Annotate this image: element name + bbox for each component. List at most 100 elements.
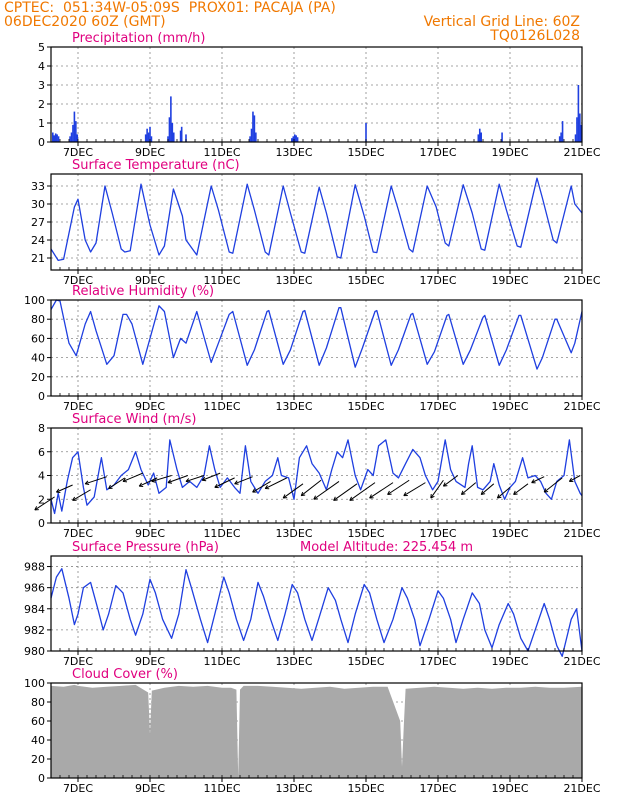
pres-panel: 980 982 984 986 988 7DEC 9DEC 11DEC 13DEC 15DEC 17…: [24, 540, 601, 668]
cloud-xtick-label: 19DEC: [491, 782, 528, 795]
precip-xtick-label: 15DEC: [347, 146, 384, 159]
cloud-xtick-label: 15DEC: [347, 782, 384, 795]
cloud-xtick-label: 11DEC: [203, 782, 240, 795]
precip-xtick-label: 7DEC: [63, 146, 93, 159]
temp-ytick-label: 33: [31, 180, 45, 193]
precip-bar: [574, 134, 577, 142]
precip-bar: [296, 137, 299, 142]
precip-title: Precipitation (mm/h): [72, 31, 205, 46]
wind-vector: [201, 472, 221, 482]
precip-bar: [73, 111, 76, 142]
precip-bar: [76, 134, 79, 142]
wind-vector: [442, 475, 459, 487]
precip-bar: [560, 132, 562, 142]
wind-xtick-label: 21DEC: [563, 527, 600, 540]
wind-line: [50, 439, 583, 515]
precip-bar: [577, 85, 580, 142]
precip-bar: [576, 117, 578, 142]
precip-bar: [255, 132, 257, 142]
precip-ytick-label: 2: [38, 98, 45, 111]
precip-bar: [150, 136, 153, 142]
rh-ytick-label: 80: [31, 313, 45, 326]
precip-bar: [501, 132, 503, 142]
wind-vector: [122, 472, 143, 483]
precip-bar: [149, 126, 151, 142]
pres-subtitle: Model Altitude: 225.454 m: [300, 540, 473, 555]
precip-bar: [580, 124, 583, 142]
wind-vector: [403, 482, 426, 497]
pres-ytick-label: 980: [24, 645, 45, 658]
precip-bar: [146, 128, 148, 142]
wind-vector: [496, 486, 511, 499]
pres-frame: [50, 555, 583, 652]
cloud-xtick-label: 21DEC: [563, 782, 600, 795]
precip-ytick-label: 3: [38, 79, 45, 92]
pres-ytick-label: 982: [24, 624, 45, 637]
header-grid-line: Vertical Grid Line: 60Z: [423, 14, 580, 30]
pres-title: Surface Pressure (hPa): [72, 540, 219, 555]
temp-xtick-label: 15DEC: [347, 274, 384, 287]
pres-ytick-label: 988: [24, 561, 45, 574]
wind-vector: [185, 475, 205, 483]
wind-vector: [234, 476, 253, 485]
temp-xtick-label: 9DEC: [135, 274, 165, 287]
precip-bar: [172, 132, 175, 142]
rh-line: [50, 299, 583, 370]
temp-ytick-label: 27: [31, 216, 45, 229]
precip-ytick-label: 5: [38, 41, 45, 54]
precip-bar: [147, 132, 150, 142]
wind-vector: [282, 483, 304, 499]
precip-xtick-label: 11DEC: [203, 146, 240, 159]
wind-vector: [387, 479, 410, 495]
wind-ytick-label: 0: [38, 517, 45, 530]
cloud-frame: [50, 682, 583, 779]
temp-xtick-label: 11DEC: [203, 274, 240, 287]
precip-bar: [70, 132, 73, 142]
pres-xtick-label: 21DEC: [563, 655, 600, 668]
rh-panel: 0 20 40 60 80 100 7DEC 9DEC 11DEC 13DEC 15DEC 17DEC…: [24, 284, 601, 413]
precip-bar: [56, 134, 58, 142]
precip-bar: [168, 117, 171, 142]
pres-ytick-label: 984: [24, 603, 45, 616]
rh-xtick-label: 19DEC: [491, 400, 528, 413]
pres-xtick-label: 19DEC: [491, 655, 528, 668]
wind-xtick-label: 17DEC: [419, 527, 456, 540]
wind-xtick-label: 11DEC: [203, 527, 240, 540]
precip-bar: [170, 96, 172, 142]
precip-bar: [477, 134, 480, 142]
rh-title: Relative Humidity (%): [72, 284, 214, 299]
pres-ytick-label: 986: [24, 582, 45, 595]
rh-ytick-label: 0: [38, 390, 45, 403]
precip-bar: [293, 134, 296, 142]
cloud-ytick-label: 0: [38, 772, 45, 785]
temp-ytick-label: 24: [31, 234, 45, 247]
wind-vector: [543, 477, 563, 493]
wind-title: Surface Wind (m/s): [72, 412, 196, 427]
pres-line: [50, 568, 583, 657]
wind-xtick-label: 13DEC: [275, 527, 312, 540]
wind-vector: [430, 479, 444, 499]
cloud-ytick-label: 40: [31, 734, 45, 747]
wind-xtick-label: 19DEC: [491, 527, 528, 540]
rh-frame: [50, 299, 583, 397]
pres-xtick-label: 9DEC: [135, 655, 165, 668]
wind-vector: [167, 475, 188, 484]
temp-ytick-label: 21: [31, 252, 45, 265]
wind-vector: [84, 476, 107, 486]
precip-bar: [252, 111, 254, 142]
wind-vector: [252, 481, 271, 493]
cloud-panel: 0 20 40 60 80 100 7DEC 9DEC 11DEC 13DEC 15DEC 17DEC…: [24, 667, 601, 795]
wind-xtick-label: 7DEC: [63, 527, 93, 540]
precip-bar: [179, 130, 182, 142]
wind-ytick-label: 2: [38, 493, 45, 506]
wind-panel: 0 2 4 6 8 7DEC 9DEC 11DEC 13DEC 15DEC 17DEC 19DEC 21…: [34, 412, 601, 540]
cloud-ytick-label: 20: [31, 753, 45, 766]
precip-bar: [69, 136, 71, 142]
rh-ytick-label: 100: [24, 294, 45, 307]
precip-bar: [54, 133, 57, 142]
wind-vector: [513, 483, 529, 495]
rh-ytick-label: 20: [31, 371, 45, 384]
cloud-ytick-label: 100: [24, 677, 45, 690]
precip-bar: [478, 128, 481, 142]
